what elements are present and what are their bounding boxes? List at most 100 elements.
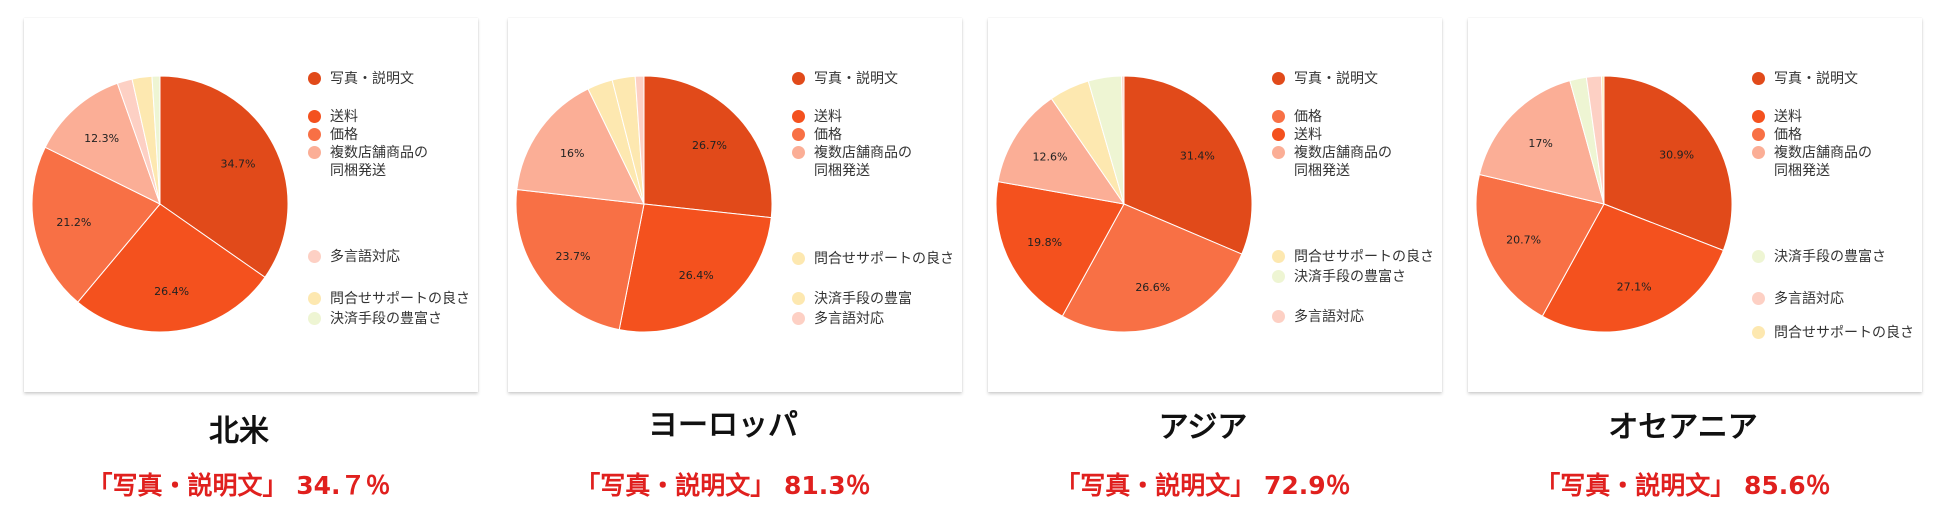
legend-item: 問合せサポートの良さ bbox=[792, 250, 954, 268]
legend-swatch-icon bbox=[1752, 110, 1765, 123]
legend-swatch-icon bbox=[1272, 310, 1285, 323]
legend-swatch-icon bbox=[1752, 250, 1765, 263]
data-label-3: 23.7% bbox=[556, 250, 591, 263]
legend-item: 多言語対応 bbox=[792, 310, 884, 328]
legend-item: 複数店舗商品の 同梱発送 bbox=[308, 144, 428, 180]
pie-slice-7 bbox=[634, 75, 645, 205]
region-title: オセアニア bbox=[1608, 410, 1758, 445]
region-title: アジア bbox=[1158, 410, 1248, 445]
highlight-note: 「写真・説明文」 85.6％ bbox=[1535, 471, 1831, 500]
pie-slice-4 bbox=[44, 82, 161, 205]
data-label-2: 27.1% bbox=[1617, 281, 1652, 294]
legend-swatch-icon bbox=[1272, 250, 1285, 263]
chart-legend: 写真・説明文 送料価格複数店舗商品の 同梱発送多言語対応問合せサポートの良さ 決済手… bbox=[308, 18, 528, 392]
legend-label: 写真・説明文 bbox=[814, 71, 898, 87]
legend-swatch-icon bbox=[1272, 128, 1285, 141]
legend-swatch-icon bbox=[792, 312, 805, 325]
highlight-note: 「写真・説明文」 34.７％ bbox=[87, 471, 391, 500]
chart-card: 26.7% 26.4% 23.7% 16% 写真・説明文 送料 価格 複数店舗商品の 同梱発… bbox=[508, 18, 962, 392]
legend-item: 多言語対応 bbox=[308, 248, 400, 266]
data-label-3: 21.2% bbox=[56, 216, 91, 229]
panel-north-america: 34.7% 26.4% 21.2% 12.3% 写真・説明文 送料価格複数店舗商品の 同… bbox=[0, 0, 480, 520]
legend-swatch-icon bbox=[792, 146, 805, 159]
legend-swatch-icon bbox=[308, 312, 321, 325]
data-label-2: 26.4% bbox=[679, 269, 714, 282]
legend-swatch-icon bbox=[308, 250, 321, 263]
legend-swatch-icon bbox=[792, 292, 805, 305]
legend-swatch-icon bbox=[1272, 270, 1285, 283]
legend-swatch-icon bbox=[1272, 72, 1285, 85]
legend-label: 複数店舗商品の 同梱発送 bbox=[1774, 145, 1872, 179]
panel-oceania: 30.9% 27.1% 20.7% 17% 写真・説明文 送料 価格 複数店舗商品の 同梱発… bbox=[1444, 0, 1924, 520]
pie-slice-1 bbox=[159, 75, 289, 278]
region-title: 北米 bbox=[209, 414, 269, 449]
legend-label: 複数店舗商品の 同梱発送 bbox=[1294, 145, 1392, 179]
pie-chart: 34.7% 26.4% 21.2% 12.3% bbox=[31, 75, 289, 333]
pie-slice-2 bbox=[1061, 203, 1243, 333]
legend-item: 複数店舗商品の 同梱発送 bbox=[792, 144, 912, 180]
highlight-note: 「写真・説明文」 81.3％ bbox=[575, 471, 871, 500]
legend-swatch-icon bbox=[308, 292, 321, 305]
pie-slice-3 bbox=[1475, 173, 1605, 317]
chart-card: 34.7% 26.4% 21.2% 12.3% 写真・説明文 送料価格複数店舗商品の 同… bbox=[24, 18, 478, 392]
legend-label: 決済手段の豊富さ bbox=[1294, 269, 1406, 285]
legend-item: 価格 bbox=[1272, 108, 1322, 126]
legend-swatch-icon bbox=[1752, 146, 1765, 159]
legend-swatch-icon bbox=[1272, 110, 1285, 123]
chart-card: 30.9% 27.1% 20.7% 17% 写真・説明文 送料 価格 複数店舗商品の 同梱発… bbox=[1468, 18, 1922, 392]
legend-label: 写真・説明文 bbox=[330, 71, 414, 87]
pie-slice-4 bbox=[516, 88, 645, 205]
legend-item: 複数店舗商品の 同梱発送 bbox=[1752, 144, 1872, 180]
legend-label: 送料 bbox=[1774, 109, 1802, 125]
pie-slice-7 bbox=[151, 75, 161, 205]
legend-item: 複数店舗商品の 同梱発送 bbox=[1272, 144, 1392, 180]
pie-chart: 30.9% 27.1% 20.7% 17% bbox=[1475, 75, 1733, 333]
legend-label: 問合せサポートの良さ bbox=[814, 251, 954, 267]
pie-slice-3 bbox=[31, 146, 161, 303]
legend-item: 写真・説明文 bbox=[1752, 70, 1858, 88]
legend-item: 決済手段の豊富さ bbox=[1272, 268, 1406, 286]
legend-item: 価格 bbox=[308, 126, 358, 144]
legend-item: 価格 bbox=[1752, 126, 1802, 144]
legend-swatch-icon bbox=[308, 146, 321, 159]
legend-item: 決済手段の豊富さ bbox=[1752, 248, 1886, 266]
legend-label: 複数店舗商品の 同梱発送 bbox=[330, 145, 428, 179]
legend-label: 問合せサポートの良さ bbox=[330, 291, 470, 307]
data-label-1: 30.9% bbox=[1659, 148, 1694, 161]
legend-label: 写真・説明文 bbox=[1774, 71, 1858, 87]
legend-item: 決済手段の豊富 bbox=[792, 290, 912, 308]
legend-label: 問合せサポートの良さ bbox=[1774, 325, 1914, 341]
legend-swatch-icon bbox=[792, 252, 805, 265]
legend-swatch-icon bbox=[1752, 128, 1765, 141]
data-label-4: 12.6% bbox=[1033, 150, 1068, 163]
legend-item: 問合せサポートの良さ bbox=[308, 290, 470, 308]
legend-item: 価格 bbox=[792, 126, 842, 144]
legend-label: 多言語対応 bbox=[1294, 309, 1364, 325]
data-label-1: 26.7% bbox=[692, 139, 727, 152]
data-label-4: 17% bbox=[1528, 137, 1552, 150]
legend-label: 価格 bbox=[1774, 127, 1802, 143]
legend-swatch-icon bbox=[308, 110, 321, 123]
data-label-3: 19.8% bbox=[1027, 236, 1062, 249]
pie-slice-3 bbox=[995, 181, 1125, 317]
pie-slice-7 bbox=[1121, 75, 1125, 205]
legend-item: 多言語対応 bbox=[1752, 290, 1844, 308]
pie-slice-2 bbox=[618, 203, 772, 333]
chart-legend: 写真・説明文 価格 送料 複数店舗商品の 同梱発送 問合せサポートの良さ 決済手段の豊富さ… bbox=[1272, 18, 1492, 392]
legend-item: 送料 bbox=[1752, 108, 1802, 126]
legend-label: 決済手段の豊富さ bbox=[330, 311, 442, 327]
chart-legend: 写真・説明文 送料価格複数店舗商品の 同梱発送決済手段の豊富さ多言語対応問合せサポ… bbox=[1752, 18, 1950, 392]
pie-chart: 26.7% 26.4% 23.7% 16% bbox=[515, 75, 773, 333]
chart-legend: 写真・説明文 送料 価格 複数店舗商品の 同梱発送 問合せサポートの良さ 決済手段の豊富多… bbox=[792, 18, 1012, 392]
legend-label: 多言語対応 bbox=[1774, 291, 1844, 307]
legend-swatch-icon bbox=[308, 72, 321, 85]
pie-slice-1 bbox=[643, 75, 773, 219]
legend-swatch-icon bbox=[308, 128, 321, 141]
highlight-note: 「写真・説明文」 72.9％ bbox=[1055, 471, 1351, 500]
chart-card: 31.4% 26.6% 19.8% 12.6% 写真・説明文 価格 送料 複数店舗商品の 同… bbox=[988, 18, 1442, 392]
legend-label: 送料 bbox=[330, 109, 358, 125]
legend-label: 価格 bbox=[330, 127, 358, 143]
legend-item: 決済手段の豊富さ bbox=[308, 310, 442, 328]
pie-slice-2 bbox=[1541, 203, 1724, 333]
pie-slice-1 bbox=[1123, 75, 1253, 255]
